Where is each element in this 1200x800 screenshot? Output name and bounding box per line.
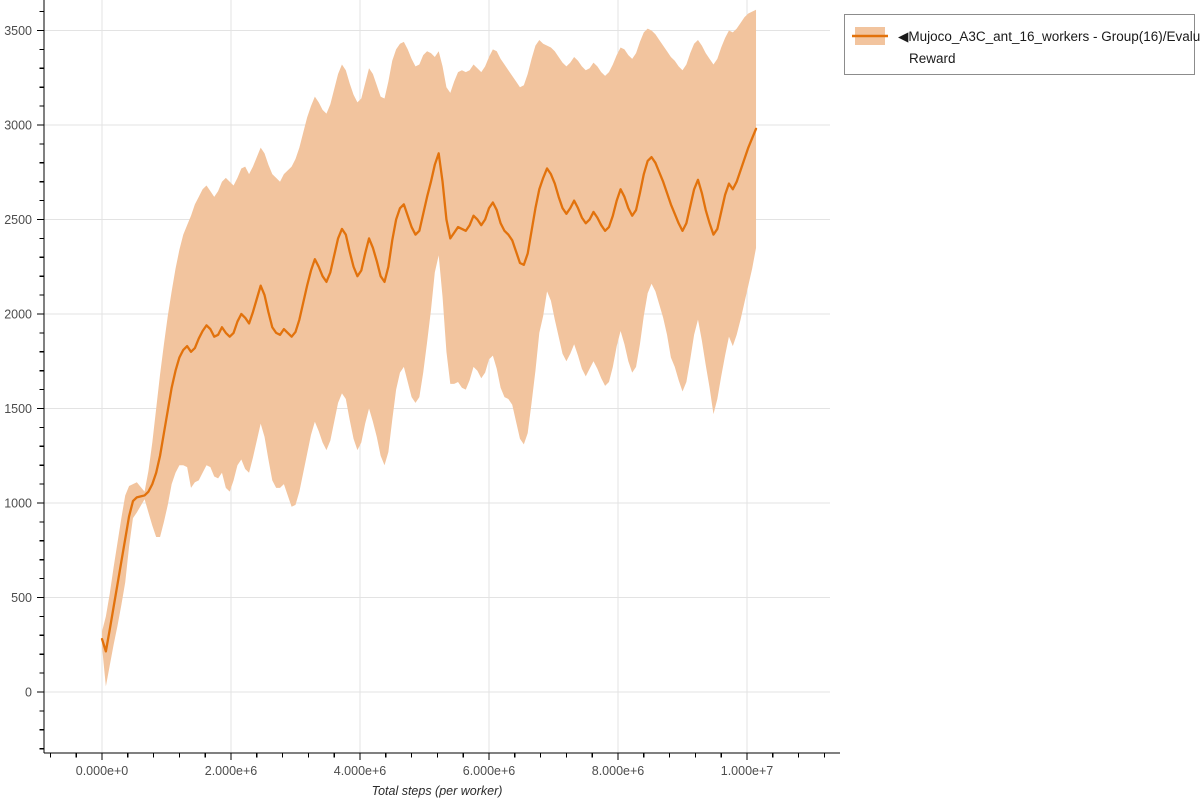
axes: [37, 0, 840, 760]
y-tick-label: 1000: [4, 497, 32, 511]
mean-reward-line: [100, 127, 758, 653]
x-tick-label: 8.000e+6: [592, 764, 645, 778]
y-tick-label: 1500: [4, 402, 32, 416]
band-area: [102, 9, 757, 687]
confidence-band: [102, 9, 757, 687]
x-tick-label: 4.000e+6: [334, 764, 387, 778]
y-tick-label: 3500: [4, 24, 32, 38]
y-tick-label: 3000: [4, 119, 32, 133]
y-tick-label: 2000: [4, 308, 32, 322]
y-tick-labels: 0 500 1000 1500 2000 2500 3000 3500: [4, 24, 32, 700]
legend-label-line2: Reward: [909, 51, 956, 66]
x-tick-label: 2.000e+6: [205, 764, 258, 778]
x-tick-label: 0.000e+0: [76, 764, 129, 778]
x-tick-label: 6.000e+6: [463, 764, 516, 778]
x-tick-labels: 0.000e+0 2.000e+6 4.000e+6 6.000e+6 8.000e+6…: [76, 764, 774, 778]
y-tick-label: 500: [11, 591, 32, 605]
x-axis-title: Total steps (per worker): [372, 784, 503, 798]
x-tick-label: 1.000e+7: [721, 764, 774, 778]
legend-box: [844, 14, 1195, 75]
mean-line-path: [100, 127, 758, 653]
chart-legend[interactable]: ◀Mujoco_A3C_ant_16_workers - Group(16)/E…: [844, 14, 1200, 75]
y-tick-label: 0: [25, 686, 32, 700]
y-tick-label: 2500: [4, 213, 32, 227]
legend-label-line1: ◀Mujoco_A3C_ant_16_workers - Group(16)/E…: [898, 29, 1200, 44]
